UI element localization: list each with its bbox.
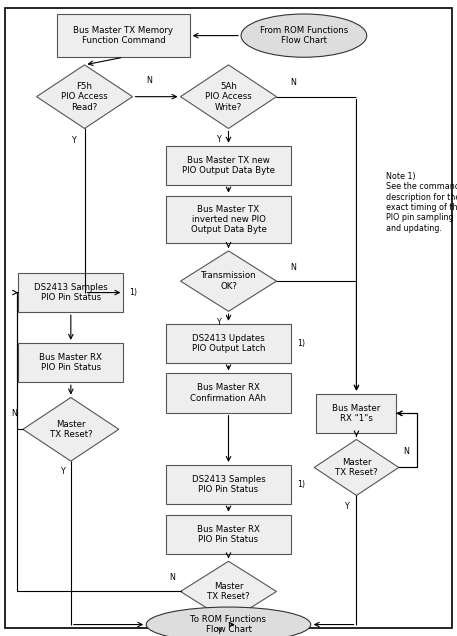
Text: N: N xyxy=(11,409,17,418)
Text: Master
TX Reset?: Master TX Reset? xyxy=(207,582,250,601)
Text: N: N xyxy=(169,573,175,582)
Text: Y: Y xyxy=(216,317,221,327)
Text: N: N xyxy=(403,447,409,456)
Text: Bus Master RX
Confirmation AAh: Bus Master RX Confirmation AAh xyxy=(191,384,266,403)
Text: Master
TX Reset?: Master TX Reset? xyxy=(335,458,378,477)
Text: Bus Master TX
inverted new PIO
Output Data Byte: Bus Master TX inverted new PIO Output Da… xyxy=(191,205,266,234)
Polygon shape xyxy=(37,65,133,128)
Text: Y: Y xyxy=(71,136,75,145)
Bar xyxy=(165,324,292,363)
Text: DS2413 Samples
PIO Pin Status: DS2413 Samples PIO Pin Status xyxy=(191,475,266,494)
Bar xyxy=(18,273,123,312)
Bar xyxy=(316,394,396,433)
Text: Master
TX Reset?: Master TX Reset? xyxy=(49,420,92,439)
Text: DS2413 Updates
PIO Output Latch: DS2413 Updates PIO Output Latch xyxy=(192,334,265,353)
Bar xyxy=(165,465,292,504)
Text: N: N xyxy=(290,263,296,272)
Text: Y: Y xyxy=(344,502,349,511)
Text: N: N xyxy=(146,76,152,85)
Polygon shape xyxy=(181,561,276,622)
Text: Bus Master
RX "1"s: Bus Master RX "1"s xyxy=(332,404,381,423)
Text: To ROM Functions
Flow Chart: To ROM Functions Flow Chart xyxy=(191,615,266,634)
Text: N: N xyxy=(290,78,296,87)
Bar xyxy=(18,343,123,382)
Text: 5Ah
PIO Access
Write?: 5Ah PIO Access Write? xyxy=(205,82,252,111)
Text: Bus Master RX
PIO Pin Status: Bus Master RX PIO Pin Status xyxy=(39,353,102,372)
Bar xyxy=(165,146,292,185)
Bar xyxy=(57,14,190,57)
Text: F5h
PIO Access
Read?: F5h PIO Access Read? xyxy=(61,82,108,111)
Text: Bus Master TX Memory
Function Command: Bus Master TX Memory Function Command xyxy=(74,26,173,45)
Polygon shape xyxy=(23,398,119,461)
Bar xyxy=(165,515,292,554)
Ellipse shape xyxy=(146,607,311,636)
Text: From ROM Functions
Flow Chart: From ROM Functions Flow Chart xyxy=(260,26,348,45)
Bar xyxy=(165,373,292,413)
Text: 1): 1) xyxy=(129,288,138,297)
Text: 1): 1) xyxy=(297,339,305,348)
Text: 1): 1) xyxy=(297,480,305,489)
Text: Y: Y xyxy=(216,627,221,636)
Polygon shape xyxy=(181,251,276,311)
Text: Bus Master RX
PIO Pin Status: Bus Master RX PIO Pin Status xyxy=(197,525,260,544)
Text: Y: Y xyxy=(60,467,65,476)
Polygon shape xyxy=(181,65,276,128)
Text: Transmission
OK?: Transmission OK? xyxy=(201,272,256,291)
Text: Bus Master TX new
PIO Output Data Byte: Bus Master TX new PIO Output Data Byte xyxy=(182,156,275,175)
Text: Note 1)
See the command
description for the
exact timing of the
PIO pin sampling: Note 1) See the command description for … xyxy=(386,172,457,233)
Text: DS2413 Samples
PIO Pin Status: DS2413 Samples PIO Pin Status xyxy=(34,283,108,302)
Text: Y: Y xyxy=(216,135,221,144)
Ellipse shape xyxy=(241,14,367,57)
Bar xyxy=(165,196,292,243)
Polygon shape xyxy=(314,439,399,495)
